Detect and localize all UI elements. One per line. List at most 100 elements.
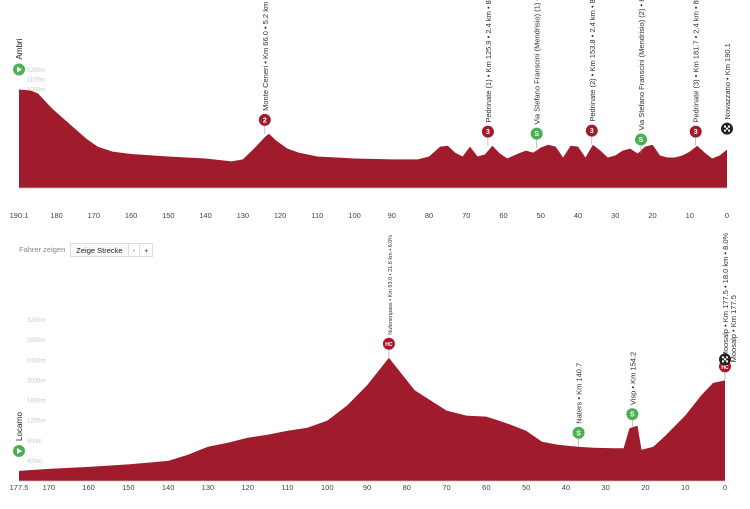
y-tick-label: 1600m: [27, 399, 45, 405]
profile-toolbar: Fahrer zeigen Zeige Strecke - +: [14, 243, 154, 257]
x-tick-label: 70: [462, 211, 470, 220]
x-tick-label: 80: [425, 211, 433, 220]
show-route-button[interactable]: Zeige Strecke: [70, 243, 129, 257]
x-tick-label: 60: [482, 483, 490, 492]
y-tick-label: 2400m: [27, 358, 45, 364]
zoom-out-button[interactable]: -: [128, 243, 141, 257]
y-tick-label: 1000m: [27, 88, 45, 94]
elevation-profile-area: [19, 357, 725, 481]
sprint-marker: S Via Stefano Franscini (Mendrisio) (1) •…: [530, 0, 543, 148]
x-tick-label: 90: [388, 211, 396, 220]
climb-category-icon: [481, 125, 494, 138]
sprint-marker: S Visp • Km 154.2: [626, 352, 639, 429]
x-tick-label: 70: [442, 483, 450, 492]
marker-icon-text: HC: [385, 342, 393, 348]
x-tick-label: 40: [562, 483, 570, 492]
x-tick-label: 160: [125, 211, 138, 220]
x-tick-label: 170: [43, 483, 56, 492]
sprint-icon: [530, 127, 543, 140]
finish-flag-icon: [721, 122, 733, 135]
marker-icon-text: 3: [694, 129, 698, 136]
x-tick-label: 30: [611, 211, 619, 220]
y-tick-label: 1200m: [27, 68, 45, 74]
sprint-marker: S Naters • Km 140.7: [572, 363, 585, 447]
zoom-in-button[interactable]: +: [140, 243, 154, 257]
marker-icon-text: S: [639, 137, 644, 144]
profile-chart-1: 100m200m300m400m500m600m700m800m900m1000…: [10, 0, 733, 220]
marker-icon-text: 3: [486, 129, 490, 136]
x-tick-label: 100: [348, 211, 361, 220]
y-tick-label: 400m: [27, 459, 42, 465]
y-tick-label: 2000m: [27, 378, 45, 384]
climb-marker: 2 Monte Ceneri • Km 66.0 • 5.2 km • 6.0%: [258, 0, 271, 134]
marker-label: Moosalp • Km 177.5 • 18.0 km • 8.0%: [721, 232, 730, 357]
marker-label: Novazzano • Km 190.1: [723, 43, 732, 119]
x-tick-label: 160: [82, 483, 95, 492]
marker-label: Via Stefano Franscini (Mendrisio) (1) • …: [533, 0, 542, 125]
climb-category-icon: [689, 125, 702, 138]
x-tick-label: 20: [648, 211, 656, 220]
x-tick-label: 140: [162, 483, 175, 492]
marker-icon-text: S: [534, 131, 539, 138]
hc-marker: HC Nufenenpass • Km 93.0 • 21.6 km • 6.0%: [382, 235, 395, 358]
sprint-icon: [572, 426, 585, 439]
climb-marker: 3 Pedrinate (3) • Km 181.7 • 2.4 km • 8.2…: [689, 0, 702, 146]
sprint-icon: [634, 133, 647, 146]
x-tick-label: 60: [499, 211, 507, 220]
climb-marker: 3 Pedrinate (1) • Km 125.9 • 2.4 km • 8.2…: [481, 0, 494, 146]
y-tick-label: 3200m: [27, 318, 45, 324]
x-tick-label: 30: [602, 483, 610, 492]
show-riders-button[interactable]: Fahrer zeigen: [19, 245, 66, 254]
y-tick-label: 800m: [27, 439, 42, 445]
y-tick-label: 1200m: [27, 419, 45, 425]
x-tick-label: 120: [241, 483, 254, 492]
x-tick-label: 170: [88, 211, 101, 220]
x-tick-label: 110: [281, 483, 293, 492]
y-tick-label: 1100m: [27, 78, 45, 84]
x-tick-label: 190.1: [10, 211, 29, 220]
marker-label: Via Stefano Franscini (Mendrisio) (2) • …: [637, 0, 646, 131]
profile-chart-2: 400m 800m 1200m 1600m 2000m 2400m 2800m 3200m 17…: [10, 232, 738, 492]
marker-icon-text: 3: [590, 128, 594, 135]
y-tick-label: 2800m: [27, 338, 45, 344]
marker-label: Monte Ceneri • Km 66.0 • 5.2 km • 6.0%: [261, 0, 270, 111]
start-location-label: Ambri: [15, 38, 24, 59]
sprint-icon: [626, 408, 639, 421]
marker-label: Nufenenpass • Km 93.0 • 21.6 km • 6.0%: [388, 235, 394, 335]
marker-label: Pedrinate (2) • Km 153.8 • 2.4 km • 8.2%: [588, 0, 597, 122]
x-tick-label: 40: [574, 211, 582, 220]
climb-category-icon: [585, 124, 598, 137]
x-tick-label: 130: [237, 211, 250, 220]
marker-label: Naters • Km 140.7: [575, 363, 584, 424]
marker-icon-text: 2: [263, 117, 267, 124]
x-tick-label: 20: [641, 483, 649, 492]
x-tick-label: 140: [199, 211, 212, 220]
elevation-profile-area: [19, 89, 727, 188]
x-tick-label: 0: [723, 483, 727, 492]
climb-marker: 3 Pedrinate (2) • Km 153.8 • 2.4 km • 8.2…: [585, 0, 598, 145]
marker-label: Moosalp • Km 177.5: [729, 295, 738, 362]
x-tick-label: 0: [725, 211, 729, 220]
x-tick-label: 90: [363, 483, 371, 492]
x-tick-label: 80: [403, 483, 411, 492]
x-tick-label: 130: [202, 483, 215, 492]
marker-icon-text: S: [630, 412, 635, 419]
start-location-label: Locarno: [15, 411, 24, 440]
marker-label: Pedrinate (1) • Km 125.9 • 2.4 km • 8.2%: [484, 0, 493, 123]
finish-marker: Moosalp • Km 177.5: [719, 295, 738, 366]
climb-category-icon: [382, 337, 395, 350]
finish-marker: Novazzano • Km 190.1: [721, 43, 733, 135]
finish-flag-icon: [719, 353, 731, 366]
x-tick-label: 10: [686, 211, 694, 220]
climb-category-icon: [258, 113, 271, 126]
x-tick-label: 50: [537, 211, 545, 220]
x-tick-label: 180: [50, 211, 63, 220]
start-flag-icon: [13, 444, 25, 457]
x-tick-label: 10: [681, 483, 689, 492]
x-tick-label: 100: [321, 483, 334, 492]
marker-icon-text: HC: [721, 365, 729, 371]
marker-label: Pedrinate (3) • Km 181.7 • 2.4 km • 8.2%: [692, 0, 701, 123]
start-flag-icon: [13, 63, 25, 76]
marker-icon-text: S: [576, 430, 581, 437]
